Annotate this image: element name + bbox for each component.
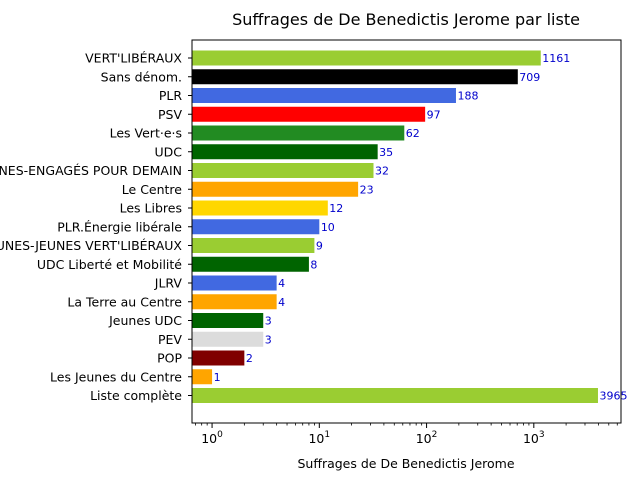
- bar: [192, 331, 264, 347]
- bar-value-label: 3: [265, 333, 272, 346]
- bar-value-label: 32: [375, 165, 389, 178]
- bar: [192, 350, 245, 366]
- category-label: VERT'LIBÉRAUX: [85, 51, 182, 66]
- bar-value-label: 10: [321, 221, 335, 234]
- bar: [192, 313, 264, 328]
- bar-value-label: 3965: [599, 390, 627, 403]
- category-label: Le Centre: [122, 182, 183, 197]
- bar-value-label: 97: [427, 108, 441, 121]
- category-label: Liste complète: [90, 388, 182, 403]
- plot-frame: [191, 39, 622, 424]
- bar: [192, 256, 309, 272]
- category-label: UDC Liberté et Mobilité: [37, 257, 182, 272]
- bar-value-label: 188: [457, 90, 478, 103]
- bar: [192, 106, 426, 122]
- bar-value-label: 1161: [542, 52, 570, 65]
- x-tick-label: 100: [201, 430, 223, 446]
- category-label: UDC: [154, 144, 182, 159]
- category-label: Les Jeunes du Centre: [50, 369, 182, 384]
- category-label: Les Libres: [120, 201, 182, 216]
- bar-value-label: 4: [278, 296, 285, 309]
- bar-value-label: 12: [329, 202, 343, 215]
- bar: [192, 294, 277, 310]
- bar-value-label: 9: [316, 240, 323, 253]
- category-label: PLR.Énergie libérale: [57, 219, 182, 234]
- x-tick-label: 101: [308, 430, 330, 446]
- bar: [192, 388, 598, 403]
- bar: [192, 181, 359, 197]
- category-label: JLRV: [154, 276, 183, 291]
- bar-value-label: 2: [246, 352, 253, 365]
- category-label: PEV: [158, 332, 182, 347]
- x-tick-label: 102: [416, 430, 438, 446]
- category-label: Les Vert·e·s: [110, 126, 182, 141]
- bar: [192, 369, 213, 385]
- bar: [192, 238, 315, 253]
- bar: [192, 219, 320, 235]
- category-label: JEUNES-JEUNES VERT'LIBÉRAUX: [0, 238, 182, 253]
- category-label: Jeunes UDC: [108, 313, 182, 328]
- category-label: PLR: [159, 88, 183, 103]
- bar: [192, 50, 541, 66]
- bar: [192, 275, 277, 291]
- category-labels-layer: VERT'LIBÉRAUX Sans dénom. PLR PSV Les Vert·e…: [0, 51, 192, 403]
- x-axis-label: Suffrages de De Benedictis Jerome: [297, 456, 514, 471]
- bar: [192, 125, 405, 141]
- bar-value-label: 3: [265, 315, 272, 328]
- bar: [192, 163, 374, 178]
- chart-title: Suffrages de De Benedictis Jerome par li…: [232, 10, 580, 29]
- category-label: La Terre au Centre: [67, 294, 182, 309]
- bar-value-label: 23: [360, 183, 374, 196]
- x-ticks-layer: 100 101 102 103: [195, 423, 618, 446]
- category-label: Sans dénom.: [101, 69, 182, 84]
- bar-value-label: 4: [278, 277, 285, 290]
- bar: [192, 88, 456, 103]
- category-label: JEUNES-ENGAGÉS POUR DEMAIN: [0, 163, 182, 178]
- bar: [192, 200, 328, 216]
- bar: [192, 144, 378, 160]
- bar-value-label: 62: [406, 127, 420, 140]
- category-label: POP: [157, 351, 182, 366]
- category-label: PSV: [158, 107, 182, 122]
- bar-value-label: 1: [214, 371, 221, 384]
- bar-value-label: 8: [310, 258, 317, 271]
- x-tick-label: 103: [523, 430, 545, 446]
- bars-layer: [192, 50, 598, 403]
- bar-value-label: 709: [519, 71, 540, 84]
- bar: [192, 69, 518, 85]
- bar-value-label: 35: [379, 146, 393, 159]
